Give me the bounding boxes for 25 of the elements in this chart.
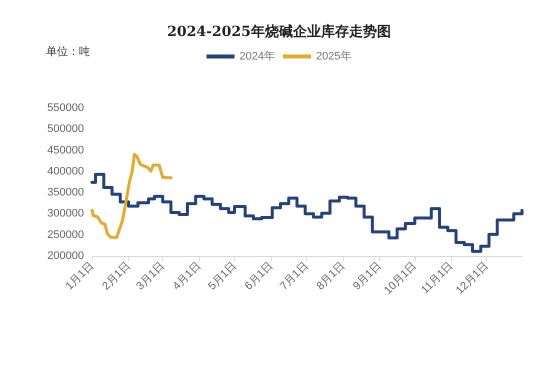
y-tick-label: 400000 [47,165,84,178]
y-tick-label: 250000 [47,228,84,241]
x-tick-label: 9月1日 [351,260,384,292]
y-tick-label: 450000 [47,144,84,156]
chart-title: 2024-2025年烧碱企业库存走势图 [167,23,391,40]
x-tick-label: 3月1日 [134,260,167,292]
x-tick-label: 11月1日 [419,260,456,296]
y-tick-label: 500000 [47,123,84,136]
x-tick-label: 2月1日 [100,260,133,292]
line-series [90,153,172,239]
x-tick-label: 4月1日 [170,260,204,292]
y-tick-label: 350000 [47,186,84,199]
legend-label: 2024年 [240,50,276,62]
x-tick-label: 1月1日 [64,260,96,292]
x-tick-label: 8月1日 [314,260,348,292]
x-tick-label: 6月1日 [242,260,276,292]
y-tick-label: 550000 [47,102,84,114]
y-axis-title: 单位：吨 [46,45,90,58]
legend-label: 2025年 [316,50,352,62]
x-tick-label: 7月1日 [278,260,311,292]
x-tick-label: 12月1日 [454,260,491,297]
y-tick-label: 300000 [47,208,84,220]
x-tick-label: 10月1日 [382,260,420,297]
y-tick-label: 200000 [47,250,84,262]
x-tick-label: 5月1日 [206,260,239,292]
